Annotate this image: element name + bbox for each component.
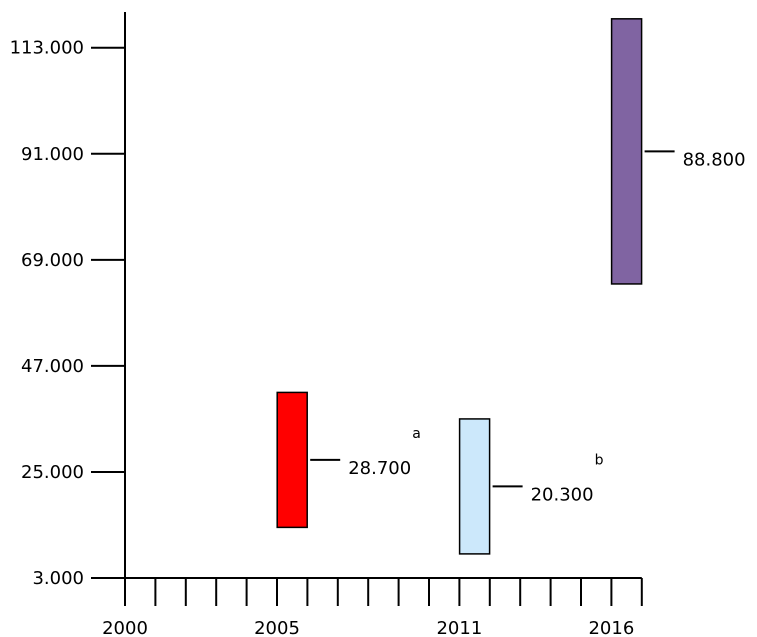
footnote-marker: b (595, 452, 604, 468)
y-tick-label: 69.000 (21, 250, 84, 271)
footnote-marker: a (412, 426, 421, 442)
y-tick-label: 91.000 (21, 144, 84, 165)
value-label: 20.300 (531, 484, 594, 505)
value-label: 28.700 (348, 458, 411, 479)
value-label: 88.800 (683, 149, 746, 170)
y-tick-label: 113.000 (10, 38, 84, 59)
y-tick-label: 3.000 (32, 568, 84, 589)
range-bar (276, 391, 308, 529)
y-tick-label: 25.000 (21, 462, 84, 483)
y-tick-label: 47.000 (21, 356, 84, 377)
range-bar (458, 418, 491, 555)
range-bar (610, 18, 643, 285)
axes: 2000 2005 2011 2016 3.000 25.000 47.000 69.000 9… (10, 12, 643, 637)
x-tick-label: 2005 (254, 618, 300, 637)
x-tick-label: 2000 (102, 618, 148, 637)
x-tick-label: 2011 (436, 618, 482, 637)
bars (276, 18, 643, 555)
x-tick-label: 2016 (588, 618, 634, 637)
